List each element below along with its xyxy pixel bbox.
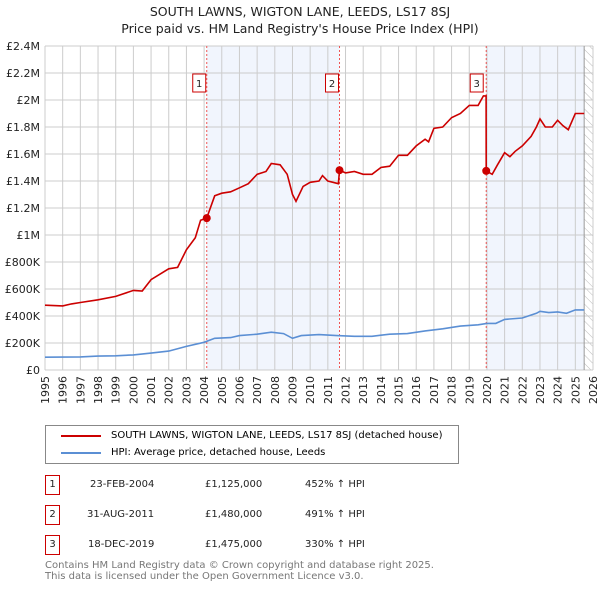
y-tick-label: £1M bbox=[17, 229, 41, 242]
legend-label: HPI: Average price, detached house, Leed… bbox=[111, 447, 326, 458]
x-tick-label: 2009 bbox=[286, 376, 299, 404]
sale-price: £1,475,000 bbox=[205, 539, 263, 550]
sale-row: 1 23-FEB-2004 £1,125,000 452% ↑ HPI bbox=[45, 475, 465, 495]
sale-price: £1,125,000 bbox=[205, 479, 263, 490]
hpi-line bbox=[44, 309, 585, 358]
sale-label-box bbox=[192, 73, 207, 93]
y-tick-label: £400K bbox=[5, 310, 41, 323]
sale-label-box bbox=[469, 73, 484, 93]
sale-label: 2 bbox=[329, 79, 335, 90]
sale-date: 23-FEB-2004 bbox=[90, 479, 155, 490]
y-tick-label: £1.8M bbox=[6, 121, 40, 134]
x-tick-label: 2017 bbox=[428, 376, 441, 404]
x-tick-label: 2026 bbox=[587, 376, 600, 404]
sale-badge: 3 bbox=[45, 535, 60, 555]
x-tick-label: 2005 bbox=[216, 376, 229, 404]
chart-title: SOUTH LAWNS, WIGTON LANE, LEEDS, LS17 8S… bbox=[149, 4, 451, 19]
x-tick-label: 2018 bbox=[446, 376, 459, 404]
chart-subtitle: Price paid vs. HM Land Registry's House … bbox=[121, 21, 479, 36]
x-tick-label: 2004 bbox=[198, 376, 211, 404]
x-tick-label: 2000 bbox=[127, 376, 140, 404]
y-tick-label: £2.2M bbox=[6, 67, 40, 80]
x-tick-label: 2024 bbox=[552, 376, 565, 404]
legend-swatch-red bbox=[61, 434, 101, 437]
property-price-line bbox=[44, 95, 585, 307]
legend-item-property: SOUTH LAWNS, WIGTON LANE, LEEDS, LS17 8S… bbox=[61, 430, 442, 441]
x-tick-label: 2003 bbox=[180, 376, 193, 404]
x-tick-label: 2023 bbox=[534, 376, 547, 404]
y-tick-label: £800K bbox=[5, 256, 41, 269]
x-tick-label: 2002 bbox=[163, 376, 176, 404]
sale-hpi: 452% ↑ HPI bbox=[305, 479, 365, 490]
x-tick-label: 2025 bbox=[569, 376, 582, 404]
sale-date: 18-DEC-2019 bbox=[88, 539, 155, 550]
sale-row: 3 18-DEC-2019 £1,475,000 330% ↑ HPI bbox=[45, 535, 465, 555]
x-tick-label: 1998 bbox=[92, 376, 105, 404]
sale-price: £1,480,000 bbox=[205, 509, 263, 520]
legend-item-hpi: HPI: Average price, detached house, Leed… bbox=[61, 447, 325, 458]
y-tick-label: £0 bbox=[26, 364, 40, 377]
sale-label-box bbox=[325, 73, 340, 93]
legend-label: SOUTH LAWNS, WIGTON LANE, LEEDS, LS17 8S… bbox=[111, 430, 443, 441]
x-tick-label: 1997 bbox=[74, 376, 87, 404]
x-tick-label: 2019 bbox=[463, 376, 476, 404]
y-tick-label: £600K bbox=[5, 283, 41, 296]
x-tick-label: 2006 bbox=[233, 376, 246, 404]
y-tick-label: £2.4M bbox=[6, 40, 40, 53]
x-tick-label: 2021 bbox=[499, 376, 512, 404]
sale-badge: 2 bbox=[45, 505, 60, 525]
sale-label: 1 bbox=[196, 79, 202, 90]
x-tick-label: 2020 bbox=[481, 376, 494, 404]
x-tick-label: 1999 bbox=[110, 376, 123, 404]
y-tick-label: £1.2M bbox=[6, 202, 40, 215]
x-tick-label: 1995 bbox=[39, 376, 52, 404]
x-tick-label: 1996 bbox=[57, 376, 70, 404]
footer-licence: This data is licensed under the Open Gov… bbox=[45, 571, 364, 582]
x-tick-label: 2014 bbox=[375, 376, 388, 404]
x-tick-label: 2011 bbox=[322, 376, 335, 404]
sale-point bbox=[335, 166, 344, 175]
sale-label: 3 bbox=[474, 79, 480, 90]
y-tick-label: £1.6M bbox=[6, 148, 40, 161]
sale-hpi: 330% ↑ HPI bbox=[305, 539, 365, 550]
sale-point bbox=[482, 166, 491, 175]
x-tick-label: 2010 bbox=[304, 376, 317, 404]
x-tick-label: 2016 bbox=[410, 376, 423, 404]
sale-point bbox=[202, 214, 211, 223]
x-tick-label: 2001 bbox=[145, 376, 158, 404]
sale-row: 2 31-AUG-2011 £1,480,000 491% ↑ HPI bbox=[45, 505, 465, 525]
sale-hpi: 491% ↑ HPI bbox=[305, 509, 365, 520]
footer-copyright: Contains HM Land Registry data © Crown c… bbox=[45, 560, 434, 571]
x-tick-label: 2007 bbox=[251, 376, 264, 404]
y-tick-label: £200K bbox=[5, 337, 41, 350]
x-tick-label: 2022 bbox=[516, 376, 529, 404]
y-tick-label: £1.4M bbox=[6, 175, 40, 188]
y-tick-label: £2M bbox=[17, 94, 41, 107]
x-tick-label: 2015 bbox=[393, 376, 406, 404]
x-tick-label: 2008 bbox=[269, 376, 282, 404]
x-tick-label: 2013 bbox=[357, 376, 370, 404]
legend-swatch-blue bbox=[61, 451, 101, 454]
plot-area: 1995 1996 1997 1998 1999 2000 2001 2002 2003 2004… bbox=[5, 40, 600, 404]
sale-badge: 1 bbox=[45, 475, 60, 495]
legend: SOUTH LAWNS, WIGTON LANE, LEEDS, LS17 8S… bbox=[45, 425, 459, 464]
x-tick-label: 2012 bbox=[340, 376, 353, 404]
sale-date: 31-AUG-2011 bbox=[87, 509, 155, 520]
